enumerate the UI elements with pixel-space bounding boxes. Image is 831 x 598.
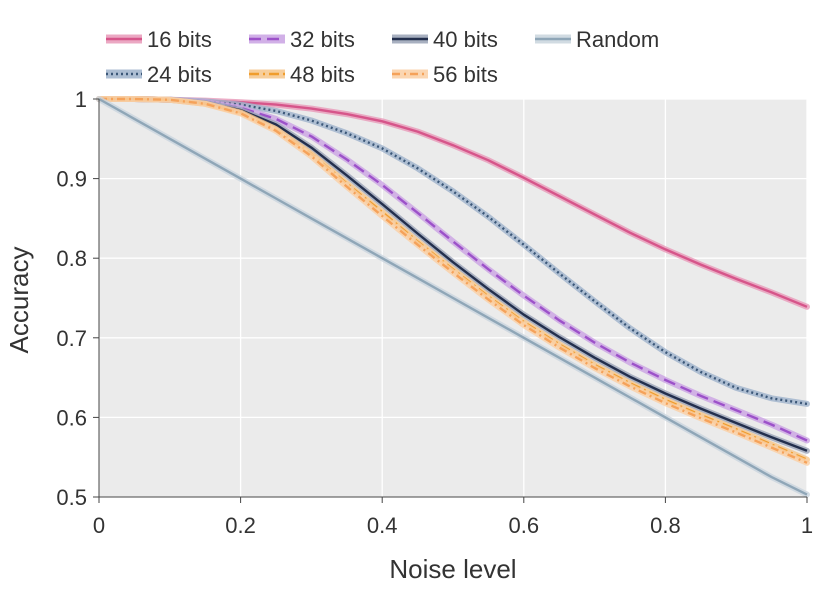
y-tick-label-1: 0.6: [56, 405, 87, 430]
y-tick-label-2: 0.7: [56, 326, 87, 351]
legend-item-24-bits: 24 bits: [106, 62, 212, 87]
y-tick-label-3: 0.8: [56, 246, 87, 271]
legend-label-random: Random: [576, 27, 659, 52]
y-axis-label: Accuracy: [4, 247, 34, 354]
x-tick-label-1: 0.2: [225, 513, 256, 538]
legend-label-24-bits: 24 bits: [147, 62, 212, 87]
legend-label-40-bits: 40 bits: [433, 27, 498, 52]
legend-label-48-bits: 48 bits: [290, 62, 355, 87]
legend-label-32-bits: 32 bits: [290, 27, 355, 52]
legend-item-48-bits: 48 bits: [249, 62, 355, 87]
x-tick-label-3: 0.6: [509, 513, 540, 538]
series-line-24-bits: [99, 97, 808, 406]
x-tick-label-5: 1: [801, 513, 813, 538]
y-tick-label-5: 1: [75, 87, 87, 112]
legend-item-40-bits: 40 bits: [392, 27, 498, 52]
x-tick-label-4: 0.8: [650, 513, 681, 538]
legend-item-random: Random: [535, 27, 659, 52]
legend-label-56-bits: 56 bits: [433, 62, 498, 87]
x-tick-label-2: 0.4: [367, 513, 398, 538]
axes: 0 0.2 0.4 0.6 0.8 1 0.5 0.6 0.7 0.8 0.9 1: [56, 87, 813, 538]
x-axis-label: Noise level: [389, 554, 516, 584]
legend-item-32-bits: 32 bits: [249, 27, 355, 52]
y-tick-label-4: 0.9: [56, 167, 87, 192]
series-line-random: [98, 97, 808, 496]
y-tick-label-0: 0.5: [56, 485, 87, 510]
x-tick-label-0: 0: [93, 513, 105, 538]
legend-label-16-bits: 16 bits: [147, 27, 212, 52]
legend: 16 bits 32 bits 40 bits Random 24 bits 48 bit…: [106, 27, 659, 87]
legend-item-56-bits: 56 bits: [392, 62, 498, 87]
series-line-56-bits: [99, 97, 808, 464]
series-lines: [96, 96, 810, 498]
legend-item-16-bits: 16 bits: [106, 27, 212, 52]
